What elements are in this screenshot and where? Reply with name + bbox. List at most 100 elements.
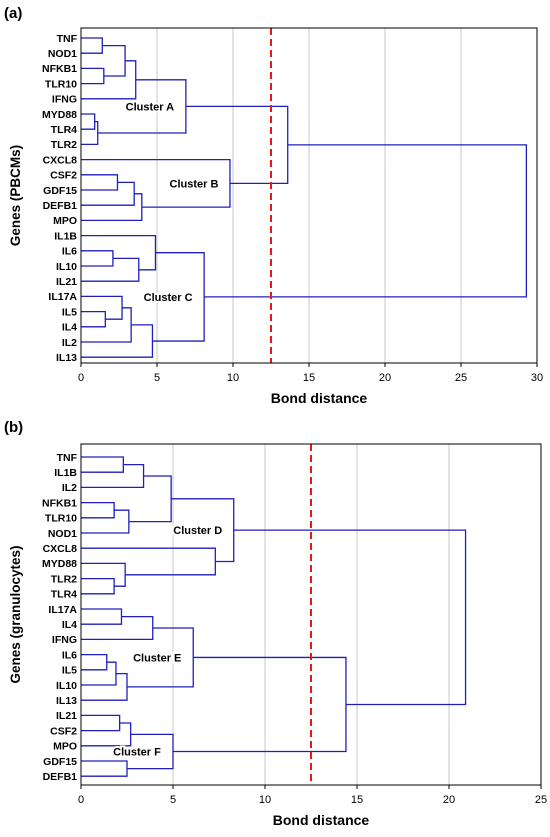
dendrogram-branch [81,307,132,343]
panel-label: (b) [4,419,23,436]
leaf-label: IL1B [54,467,77,479]
leaf-label: CSF2 [50,170,77,182]
leaf-label: TLR10 [45,513,77,525]
leaf-label: TNF [57,452,78,464]
dendrogram-branch [81,615,154,641]
dendrogram-branch [81,310,106,328]
x-tick-label: 20 [443,794,455,806]
leaf-label: IL13 [56,352,77,364]
leaf-label: NOD1 [48,528,77,540]
dendrogram-branch [81,463,145,489]
leaf-label: IL13 [56,695,77,707]
dendrogram-branch [81,722,132,747]
cluster-label: Cluster B [170,178,219,190]
leaf-label: IL6 [62,246,77,258]
y-axis-title: Genes (granulocytes) [8,545,23,683]
dendrogram-branch [81,653,108,671]
x-tick-label: 25 [535,794,547,806]
leaf-label: IL10 [56,261,77,273]
leaf-label: CSF2 [50,725,77,737]
dendrogram-branch [81,608,123,625]
leaf-label: IL2 [62,482,77,494]
leaf-label: IL10 [56,680,77,692]
leaf-label: IL6 [62,649,77,661]
leaf-label: IL1B [54,230,77,242]
leaf-label: GDF15 [43,185,77,197]
leaf-label: TNF [57,33,78,45]
leaf-label: MPO [53,741,77,753]
cluster-label: Cluster E [133,652,181,664]
dendrogram-branch [81,174,119,191]
dendrogram-branch [81,456,124,473]
leaf-label: IL21 [56,276,77,288]
x-tick-label: 10 [227,372,239,384]
dendrogram-panel-b: (b) TNF IL1B IL2 NFKB1 TLR10 NOD1 CXCL8 MYD88 TLR… [4,419,547,828]
leaf-label: IFNG [52,94,77,106]
dendrogram-branch [102,44,126,77]
x-tick-label: 25 [455,372,467,384]
panel-label: (a) [4,5,22,22]
dendrogram-branch [81,661,117,686]
x-tick-label: 5 [170,794,176,806]
dendrogram-branch [128,475,172,523]
dendrogram-branch [81,250,114,267]
leaf-label: TLR10 [45,78,77,90]
x-tick-label: 0 [78,794,84,806]
leaf-label: NFKB1 [42,63,77,75]
y-axis-title: Genes (PBCMs) [8,145,23,246]
leaf-label: MYD88 [42,109,77,121]
leaf-label: TLR2 [51,573,77,585]
leaf-label: IL5 [62,665,77,677]
leaf-label: IL5 [62,306,77,318]
leaf-label: IL4 [62,619,77,631]
dendrogram-branch [81,37,103,54]
dendrogram-branch [81,577,115,595]
dendrogram-branch [81,562,126,587]
dendrogram-branch [81,501,115,519]
plot-frame [80,443,542,786]
x-tick-label: 10 [259,794,271,806]
x-axis-title: Bond distance [271,390,368,406]
dendrogram-branch [173,656,347,753]
x-tick-label: 15 [303,372,315,384]
leaf-label: IL17A [48,291,77,303]
dendrogram-branch [81,509,130,534]
dendrogram-branch [81,113,96,130]
dendrogram-branch [81,547,216,576]
dendrogram-branch [81,193,143,222]
dendrogram-panel-a: (a) TNF NOD1 NFKB1 TLR10 IFNG MYD88 TLR4 TLR2 CXC… [4,5,543,406]
leaf-label: DEFB1 [43,771,78,783]
leaf-label: NOD1 [48,48,77,60]
x-tick-label: 20 [379,372,391,384]
dendrogram-branch [81,234,157,271]
dendrogram-branch [81,181,135,206]
leaf-label: IL21 [56,710,77,722]
dendrogram-branch [81,295,123,320]
dendrogram-branch [81,257,140,282]
leaf-label: IL17A [48,604,77,616]
leaf-label: MPO [53,215,77,227]
leaf-label: IL4 [62,322,77,334]
x-tick-label: 30 [531,372,543,384]
dendrogram-branch [233,529,467,706]
dendrogram-branch [81,67,105,85]
x-axis-title: Bond distance [273,812,370,828]
cluster-label: Cluster A [126,101,175,113]
x-tick-label: 5 [154,372,160,384]
leaf-label: IL2 [62,337,77,349]
leaf-label: GDF15 [43,756,77,768]
dendrogram-branch [81,672,128,701]
leaf-label: CXCL8 [43,154,78,166]
cluster-label: Cluster F [113,747,161,759]
dendrogram-branch [81,760,128,777]
leaf-label: NFKB1 [42,497,77,509]
leaf-label: TLR4 [51,589,77,601]
leaf-label: MYD88 [42,558,77,570]
leaf-label: CXCL8 [43,543,78,555]
dendrogram-branch [81,714,121,732]
cluster-label: Cluster C [144,292,193,304]
dendrogram-branch [185,105,289,184]
dendrogram-branch [204,144,528,298]
